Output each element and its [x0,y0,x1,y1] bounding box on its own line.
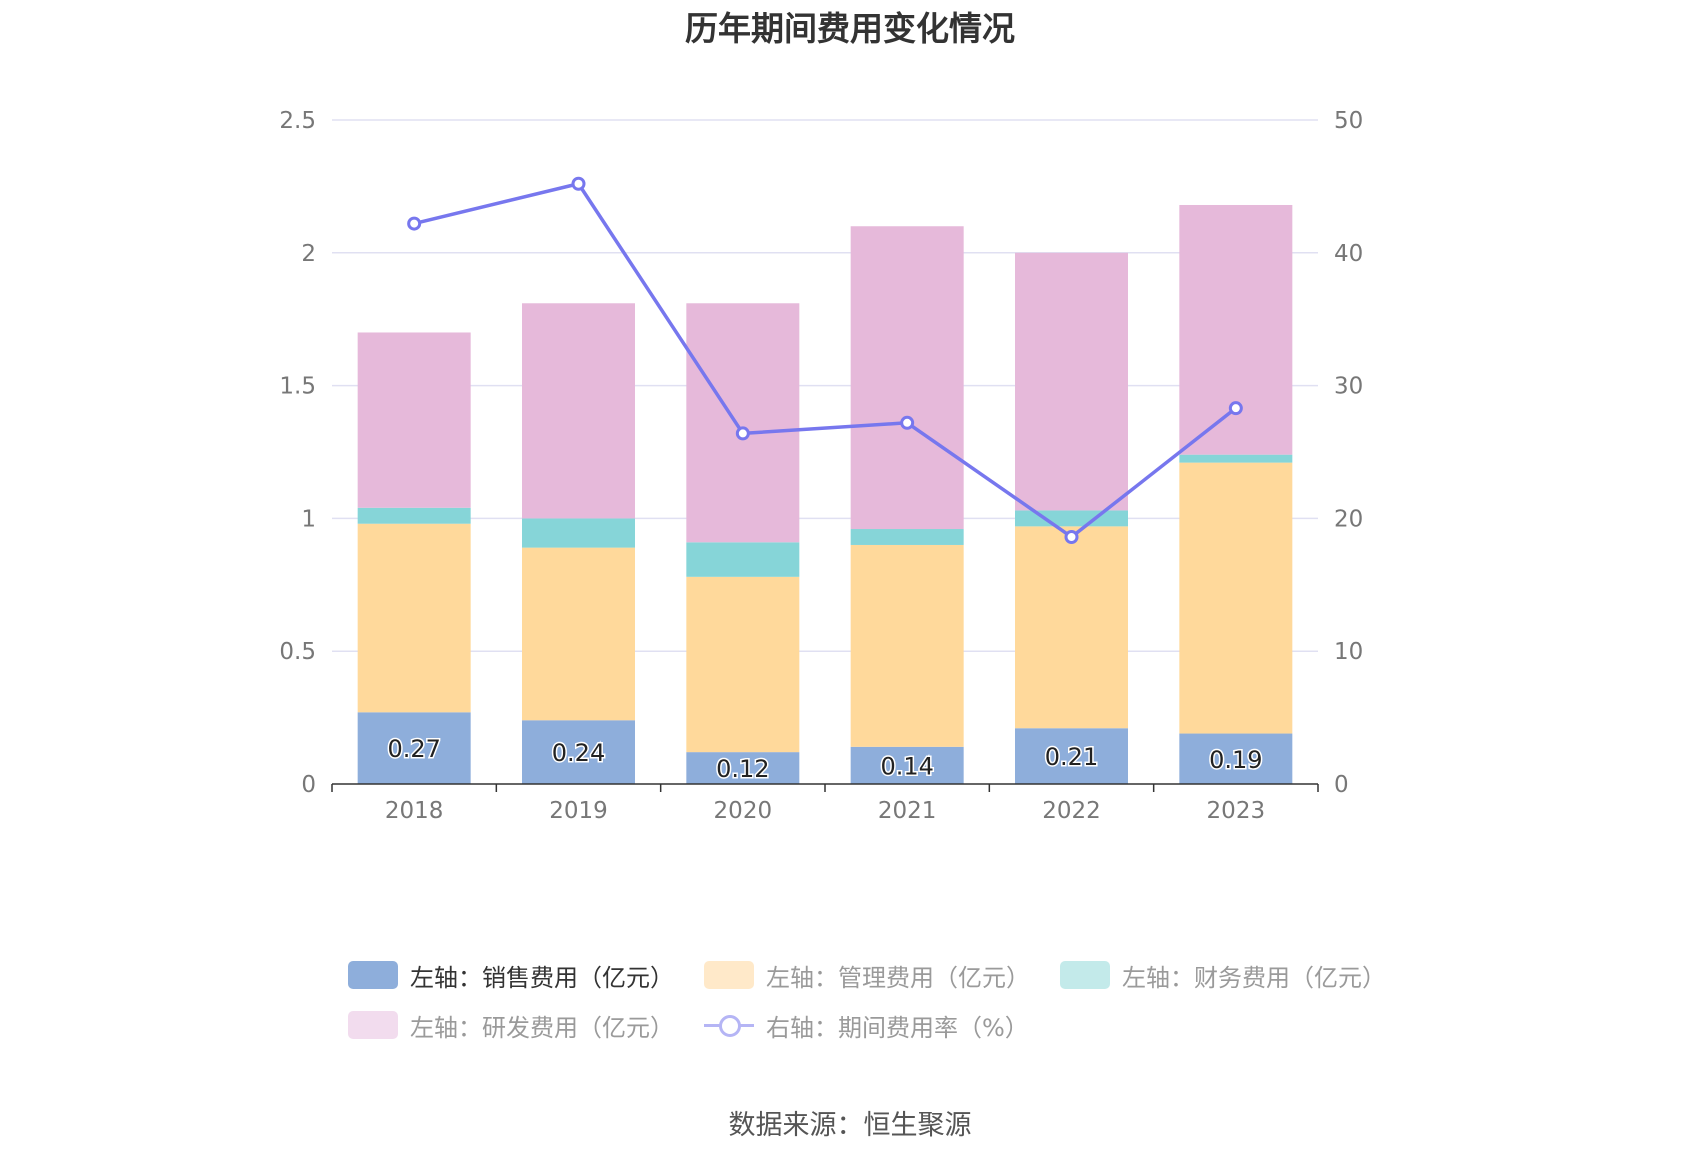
rate-point [735,426,750,441]
left-tick-label: 2.5 [279,108,316,134]
bar-segment [522,518,635,548]
x-tick-label: 2022 [1042,798,1101,824]
bar-segment [357,332,471,508]
bar-segment [522,547,635,721]
bar-segment [357,523,471,713]
bar-segment [522,720,635,784]
chart-title: 历年期间费用变化情况 [685,9,1015,48]
bar-segment [1179,733,1293,784]
legend-label-admin: 左轴：管理费用（亿元） [766,963,1030,992]
bar-segment [850,529,964,545]
legend-item-rnd[interactable]: 左轴：研发费用（亿元） [348,1008,674,1043]
bar-data-labels: 0.27 0.24 0.12 0.14 0.21 0.19 [386,734,1264,785]
legend: 左轴：销售费用（亿元） 左轴：管理费用（亿元） 左轴：财务费用（亿元） 左轴：研… [348,950,1398,1050]
stacked-bars [357,204,1293,784]
right-tick-label: 0 [1334,772,1349,798]
bar-segment [686,576,800,753]
legend-label-finance: 左轴：财务费用（亿元） [1122,963,1386,992]
bar-segment [850,226,964,530]
rate-point [1064,529,1079,544]
rate-point [900,415,915,430]
rate-point [1228,401,1243,416]
legend-swatch-rnd [348,1011,398,1039]
bar-segment [1179,454,1293,463]
bar-segment [357,712,471,784]
bar-segment [686,752,800,784]
x-tick-label: 2019 [549,798,608,824]
legend-row-2: 左轴：研发费用（亿元） 右轴：期间费用率（%） [348,1000,1398,1050]
legend-label-sales: 左轴：销售费用（亿元） [410,963,674,992]
grid-lines [332,119,1318,652]
legend-swatch-admin [704,961,754,989]
x-tick-label: 2023 [1207,798,1266,824]
left-tick-label: 1.5 [279,374,316,400]
bar-segment [1015,728,1128,784]
left-tick-label: 2 [301,241,316,267]
bar-segment [1015,510,1128,527]
bar-segment [850,746,964,784]
legend-item-finance[interactable]: 左轴：财务费用（亿元） [1060,958,1386,993]
bar-data-label: 0.14 [880,752,933,780]
left-y-axis: 0 0.5 1 1.5 2 2.5 [279,108,316,798]
x-tick-label: 2020 [714,798,773,824]
right-y-axis: 0 10 20 30 40 50 [1334,108,1363,798]
x-axis: 2018 2019 2020 2021 2022 2023 [331,783,1319,824]
bar-segment [1179,204,1293,455]
x-tick-label: 2018 [385,798,444,824]
right-tick-label: 10 [1334,639,1363,665]
legend-item-rate[interactable]: 右轴：期间费用率（%） [704,1008,1029,1043]
left-tick-label: 0.5 [279,639,316,665]
legend-row-1: 左轴：销售费用（亿元） 左轴：管理费用（亿元） 左轴：财务费用（亿元） [348,950,1398,1000]
x-tick-label: 2021 [878,798,937,824]
rate-point [571,176,586,191]
bar-segment [1015,252,1128,511]
legend-line-icon [704,1011,754,1039]
legend-swatch-finance [1060,961,1110,989]
rate-line [413,181,1237,539]
legend-item-admin[interactable]: 左轴：管理费用（亿元） [704,958,1030,993]
legend-label-rnd: 左轴：研发费用（亿元） [410,1013,674,1042]
legend-swatch-sales [348,961,398,989]
legend-label-rate: 右轴：期间费用率（%） [766,1013,1029,1042]
bar-segment [686,542,800,577]
expense-rate-line [407,176,1243,544]
period-expense-chart: 0 0.5 1 1.5 2 2.5 0 10 20 30 40 50 2018 2019 2020 202… [279,108,1363,824]
bar-segment [357,507,471,524]
bar-segment [522,303,635,519]
left-tick-label: 0 [301,772,316,798]
bar-data-label: 0.12 [716,755,769,783]
bar-data-label: 0.19 [1209,746,1262,774]
bar-segment [1015,526,1128,729]
bar-data-label: 0.24 [552,739,605,767]
data-source: 数据来源：恒生聚源 [728,1110,972,1141]
rate-point [407,216,422,231]
bar-segment [1179,462,1293,734]
bar-data-label: 0.21 [1045,743,1098,771]
bar-data-label: 0.27 [387,735,440,763]
legend-item-sales[interactable]: 左轴：销售费用（亿元） [348,958,674,993]
bar-segment [686,303,800,543]
right-tick-label: 30 [1334,374,1363,400]
right-tick-label: 50 [1334,108,1363,134]
left-tick-label: 1 [301,506,316,532]
right-tick-label: 20 [1334,506,1363,532]
bar-segment [850,544,964,747]
right-tick-label: 40 [1334,241,1363,267]
